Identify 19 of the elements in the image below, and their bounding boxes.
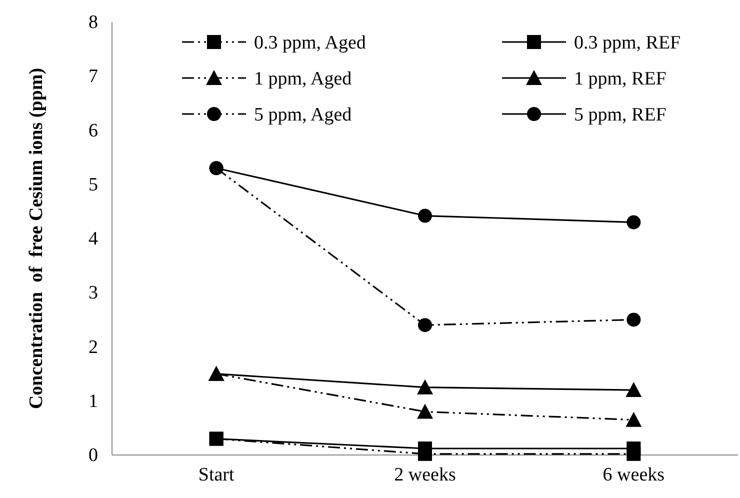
y-axis-title: Concentration of free Cesium ions (ppm) <box>26 68 47 410</box>
legend-label: 1 ppm, REF <box>574 68 666 90</box>
legend-label: 0.3 ppm, Aged <box>254 32 366 54</box>
x-tick-label: Start <box>198 464 235 486</box>
y-tick-label: 3 <box>88 282 98 304</box>
x-tick-label: 6 weeks <box>602 464 665 486</box>
legend-label: 5 ppm, REF <box>574 104 666 126</box>
legend-label: 5 ppm, Aged <box>254 104 352 126</box>
y-tick-label: 8 <box>88 12 98 34</box>
y-tick-label: 5 <box>88 174 98 196</box>
y-tick-label: 2 <box>88 336 98 358</box>
y-tick-label: 6 <box>88 120 98 142</box>
x-tick-label: 2 weeks <box>394 464 456 486</box>
y-tick-label: 1 <box>88 390 98 412</box>
y-tick-label: 7 <box>88 66 98 88</box>
legend-label: 0.3 ppm, REF <box>574 32 681 54</box>
y-tick-label: 0 <box>88 445 98 466</box>
legend-label: 1 ppm, Aged <box>254 68 352 90</box>
y-tick-label: 4 <box>88 228 98 250</box>
